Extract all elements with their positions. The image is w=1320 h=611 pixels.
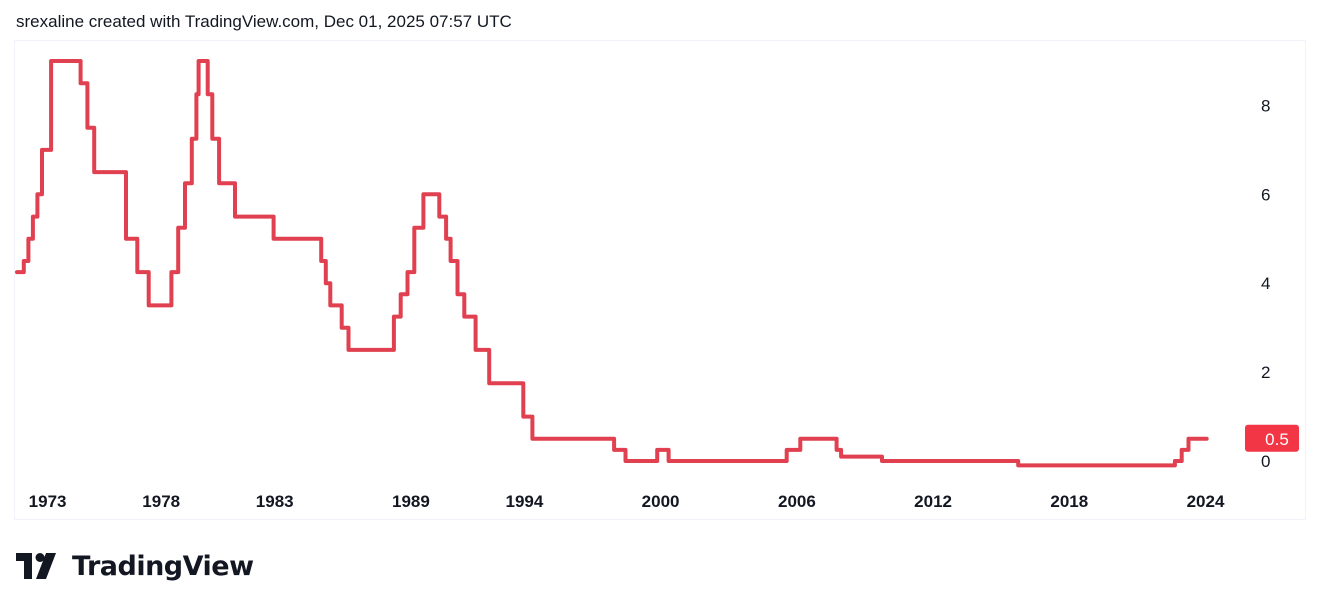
tradingview-logo-icon: [16, 553, 56, 579]
x-tick-label: 1973: [29, 492, 67, 511]
x-tick-label: 2012: [914, 492, 952, 511]
chart-caption: srexaline created with TradingView.com, …: [16, 12, 512, 31]
y-tick-label: 8: [1261, 96, 1270, 115]
y-tick-label: 0: [1261, 452, 1270, 471]
x-tick-label: 2006: [778, 492, 816, 511]
last-value-badge: [1245, 424, 1299, 452]
x-tick-label: 1983: [256, 492, 294, 511]
line-chart[interactable]: 1973 1978 1983 1989 1994 2000 2006 2012 2018 2024…: [15, 41, 1307, 521]
x-tick-label: 2000: [642, 492, 680, 511]
x-tick-label: 1994: [505, 492, 543, 511]
tradingview-brand[interactable]: TradingView: [16, 548, 254, 584]
series-line-0: [15, 59, 1209, 468]
x-tick-label: 2018: [1050, 492, 1088, 511]
y-tick-label: 6: [1261, 185, 1270, 204]
chart-frame: 1973 1978 1983 1989 1994 2000 2006 2012 2018 2024…: [14, 40, 1306, 520]
x-tick-label: 2024: [1187, 492, 1225, 511]
brand-name: TradingView: [72, 550, 254, 582]
y-tick-label: 2: [1261, 363, 1270, 382]
x-tick-label: 1989: [392, 492, 430, 511]
y-tick-label: 4: [1261, 274, 1270, 293]
x-tick-label: 1978: [142, 492, 180, 511]
last-value-label: 0.5: [1265, 430, 1289, 449]
